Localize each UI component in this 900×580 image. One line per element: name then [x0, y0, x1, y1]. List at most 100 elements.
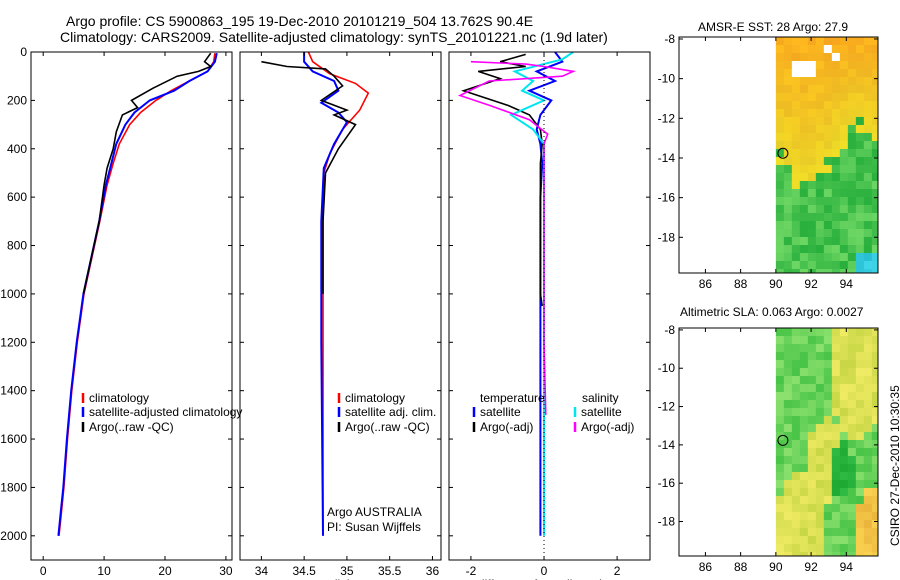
sst-map-cell: [791, 173, 801, 182]
sla-map-cell: [855, 480, 865, 489]
sla-map-cell: [791, 464, 801, 473]
sla-map-cell: [823, 448, 833, 457]
sst-map-cell: [823, 141, 833, 150]
sst-map-cell: [855, 117, 865, 126]
sst-map-cell: [791, 197, 801, 206]
sst-map-cell: [871, 165, 879, 174]
sla-map-cell: [791, 536, 801, 545]
sla-map-cell: [799, 504, 809, 513]
sst-map-cell: [799, 117, 809, 126]
sst-map-cell: [871, 133, 879, 142]
sla-map-cell: [775, 416, 785, 425]
depth-tick-label: 200: [7, 93, 27, 107]
sst-map-cell: [823, 221, 833, 230]
sla-map-cell: [791, 504, 801, 513]
sst-map-cell: [791, 157, 801, 166]
sla-map-cell: [807, 360, 817, 369]
panel-difference: temperature salinity -2 0 2difference from c…: [448, 51, 651, 580]
sla-map-cell: [871, 480, 879, 489]
sla-map-cell: [831, 384, 841, 393]
sst-map-cell: [823, 85, 833, 94]
sst-map-cell: [791, 205, 801, 214]
sst-map-cell: [807, 149, 817, 158]
sla-map-cell: [871, 328, 879, 337]
sst-map-cell: [807, 237, 817, 246]
sla-map-cell: [871, 424, 879, 433]
sla-map-cell: [831, 528, 841, 537]
sla-map-cell: [855, 504, 865, 513]
sla-map-cell: [847, 400, 857, 409]
sst-map-cell: [807, 109, 817, 118]
sla-map-cell: [839, 416, 849, 425]
sst-map-cell: [831, 53, 841, 62]
sst-map-cell: [799, 261, 809, 270]
sla-map-xtick-label: 92: [804, 560, 818, 574]
sla-map-cell: [815, 536, 825, 545]
sst-map-cell: [863, 77, 873, 86]
sst-map-argo-marker: [777, 147, 789, 159]
sst-map-cell: [839, 61, 849, 70]
sst-map-cell: [847, 253, 857, 262]
sst-map-cell: [775, 229, 785, 238]
salinity-legend-label: satellite adj. clim.: [345, 405, 436, 419]
sla-map-cell: [791, 424, 801, 433]
sst-map-cell: [855, 77, 865, 86]
sst-map-cell: [775, 85, 785, 94]
sst-map-cell: [831, 125, 841, 134]
sla-map-cell: [799, 368, 809, 377]
sla-map-cell: [807, 392, 817, 401]
sst-map-cell: [839, 109, 849, 118]
sst-map-cell: [871, 117, 879, 126]
sst-map-cell: [871, 53, 879, 62]
sla-map-cell: [847, 344, 857, 353]
depth-tick-label: 0: [20, 45, 27, 59]
sst-map-cell: [839, 253, 849, 262]
sla-map-cell: [799, 464, 809, 473]
sla-map-cell: [839, 328, 849, 337]
sst-map-cell: [855, 37, 865, 46]
sst-map-cell: [815, 261, 825, 270]
sla-map-cell: [775, 408, 785, 417]
sst-map-cell: [823, 261, 833, 270]
sla-map-cell: [823, 512, 833, 521]
sla-map-cell: [839, 472, 849, 481]
sla-map-cell: [831, 536, 841, 545]
sla-map-cell: [823, 520, 833, 529]
sla-map-cell: [831, 504, 841, 513]
sst-map-cell: [783, 125, 793, 134]
sla-map-cell: [775, 360, 785, 369]
sst-map-cell: [863, 61, 873, 70]
sst-map-cell: [831, 165, 841, 174]
sst-map-cell: [775, 269, 785, 274]
sla-map-cell: [807, 496, 817, 505]
sst-map-cell: [863, 157, 873, 166]
sst-map-cell: [791, 149, 801, 158]
sst-map-cell: [783, 173, 793, 182]
sla-map-cell: [831, 456, 841, 465]
sst-map-cell: [871, 245, 879, 254]
sla-map-cell: [863, 440, 873, 449]
sla-map-cell: [799, 352, 809, 361]
sst-map-cell: [807, 141, 817, 150]
sla-map-cell: [831, 328, 841, 337]
salinity-series-argo: [261, 60, 357, 294]
sst-map-cell: [799, 213, 809, 222]
sla-map-cell: [839, 408, 849, 417]
difference-xtick-label: 2: [614, 564, 621, 578]
sst-map-cell: [807, 133, 817, 142]
sst-map-cell: [839, 69, 849, 78]
sla-map-cell: [839, 352, 849, 361]
sst-map-cell: [815, 157, 825, 166]
sst-map-cell: [831, 157, 841, 166]
sst-map-cell: [839, 53, 849, 62]
sla-map-cell: [783, 432, 793, 441]
sla-map-cell: [799, 528, 809, 537]
sla-map-cell: [871, 520, 879, 529]
sst-map-cell: [783, 197, 793, 206]
sla-map-cell: [839, 336, 849, 345]
sla-map-cell: [839, 528, 849, 537]
sla-map-cell: [815, 544, 825, 553]
sst-map-cell: [807, 245, 817, 254]
sst-map-cell: [855, 85, 865, 94]
sla-map-cell: [799, 552, 809, 557]
